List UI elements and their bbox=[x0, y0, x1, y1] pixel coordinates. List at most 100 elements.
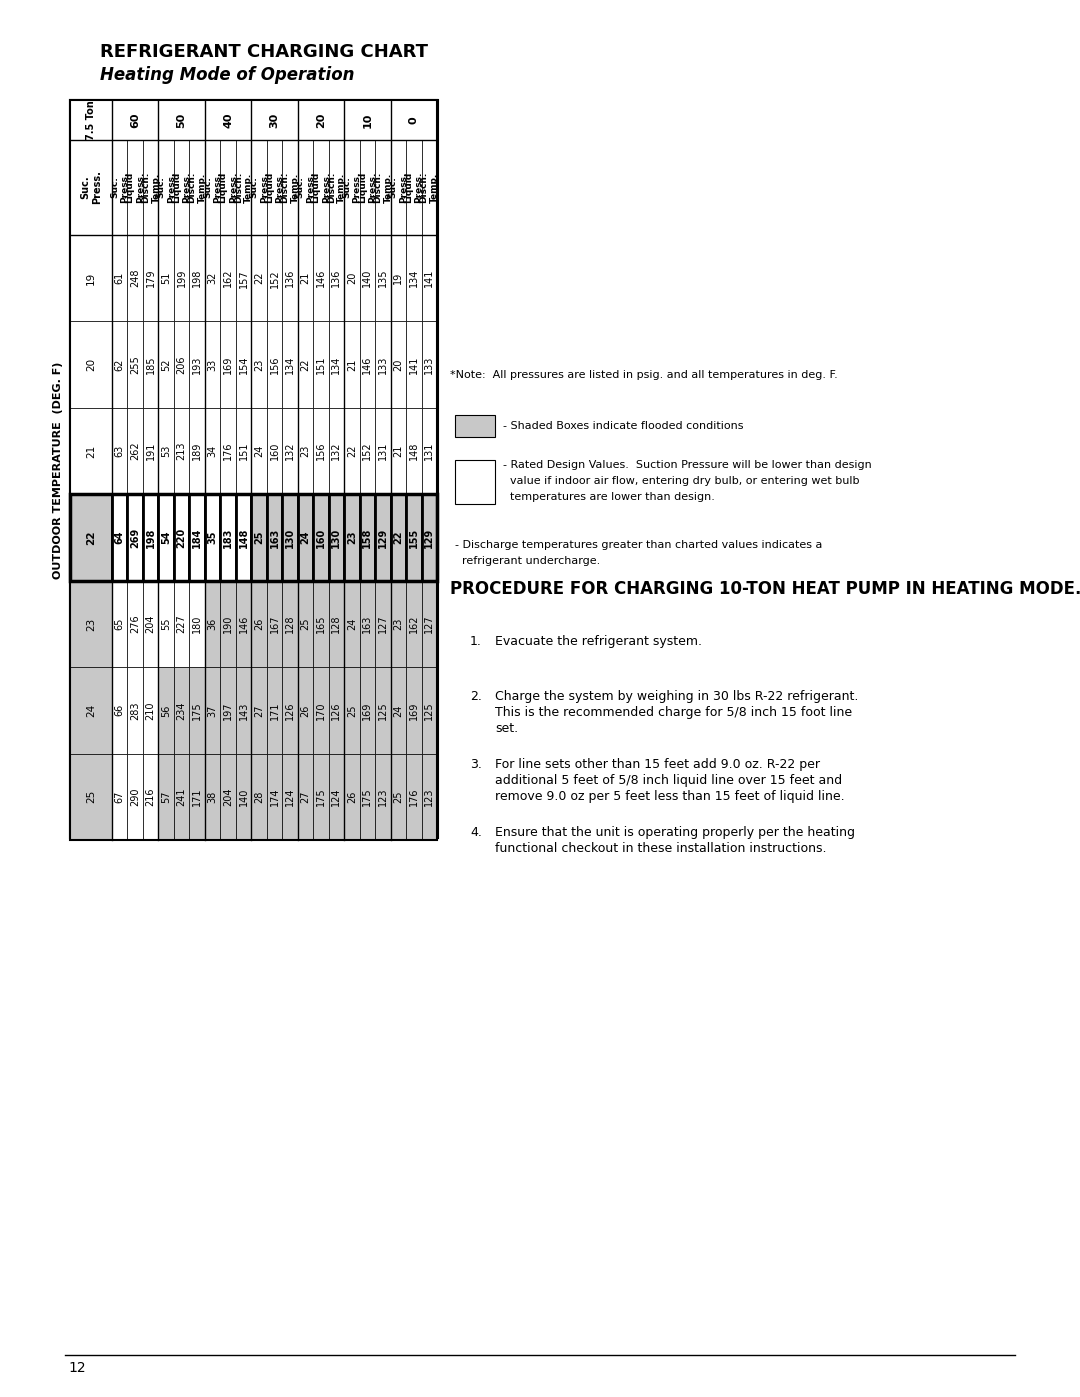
Text: 66: 66 bbox=[114, 704, 124, 717]
Text: 199: 199 bbox=[177, 270, 187, 288]
Text: 27: 27 bbox=[254, 704, 264, 717]
Bar bbox=[313, 495, 328, 581]
Bar bbox=[235, 235, 252, 321]
Bar bbox=[267, 321, 282, 408]
Bar bbox=[220, 668, 235, 753]
Text: 126: 126 bbox=[332, 701, 341, 719]
Text: 255: 255 bbox=[131, 355, 140, 374]
Text: 23: 23 bbox=[347, 531, 356, 545]
Bar bbox=[205, 101, 252, 140]
Bar bbox=[345, 408, 360, 495]
Text: 22: 22 bbox=[254, 272, 264, 285]
Text: 26: 26 bbox=[254, 617, 264, 630]
Text: additional 5 feet of 5/8 inch liquid line over 15 feet and: additional 5 feet of 5/8 inch liquid lin… bbox=[495, 774, 842, 787]
Bar bbox=[313, 753, 328, 840]
Text: 52: 52 bbox=[161, 359, 171, 370]
Text: 204: 204 bbox=[146, 615, 156, 633]
Text: 25: 25 bbox=[393, 791, 403, 803]
Bar bbox=[298, 581, 313, 668]
Bar bbox=[298, 235, 313, 321]
Bar bbox=[174, 753, 189, 840]
Text: 134: 134 bbox=[285, 355, 295, 374]
Bar bbox=[235, 581, 252, 668]
Text: 56: 56 bbox=[161, 704, 171, 717]
Bar bbox=[235, 753, 252, 840]
Bar bbox=[267, 140, 282, 235]
Text: Suc.
Press.: Suc. Press. bbox=[342, 172, 362, 203]
Bar bbox=[328, 321, 345, 408]
Text: 180: 180 bbox=[192, 615, 202, 633]
Text: 61: 61 bbox=[114, 272, 124, 285]
Bar bbox=[375, 321, 391, 408]
Text: 25: 25 bbox=[86, 791, 96, 803]
Bar bbox=[143, 408, 159, 495]
Text: 40: 40 bbox=[224, 112, 233, 127]
Text: 65: 65 bbox=[114, 617, 124, 630]
Bar bbox=[345, 101, 391, 140]
Text: 131: 131 bbox=[424, 441, 434, 460]
Text: 12: 12 bbox=[68, 1361, 85, 1375]
Bar bbox=[127, 140, 143, 235]
Text: 134: 134 bbox=[409, 270, 419, 288]
Text: 160: 160 bbox=[270, 441, 280, 460]
Text: 60: 60 bbox=[131, 112, 140, 127]
Bar bbox=[252, 495, 267, 581]
Bar bbox=[313, 321, 328, 408]
Bar bbox=[282, 668, 298, 753]
Bar bbox=[282, 753, 298, 840]
Bar bbox=[455, 415, 495, 437]
Bar bbox=[298, 753, 313, 840]
Text: 141: 141 bbox=[409, 355, 419, 374]
Bar bbox=[252, 668, 267, 753]
Bar bbox=[421, 495, 437, 581]
Bar bbox=[345, 668, 360, 753]
Text: 155: 155 bbox=[409, 528, 419, 548]
Bar bbox=[360, 321, 375, 408]
Text: 19: 19 bbox=[393, 272, 403, 285]
Text: Disch.
Temp.: Disch. Temp. bbox=[188, 172, 206, 203]
Text: Charge the system by weighing in 30 lbs R-22 refrigerant.: Charge the system by weighing in 30 lbs … bbox=[495, 690, 859, 703]
Bar bbox=[360, 408, 375, 495]
Text: 169: 169 bbox=[363, 701, 373, 719]
Text: 175: 175 bbox=[192, 701, 202, 719]
Text: 174: 174 bbox=[270, 788, 280, 806]
Bar bbox=[127, 668, 143, 753]
Text: Suc.
Press.: Suc. Press. bbox=[296, 172, 315, 203]
Bar bbox=[375, 408, 391, 495]
Text: Disch.
Temp.: Disch. Temp. bbox=[327, 172, 346, 203]
Bar bbox=[159, 581, 174, 668]
Text: 146: 146 bbox=[316, 270, 326, 288]
Bar bbox=[313, 235, 328, 321]
Bar bbox=[220, 408, 235, 495]
Bar bbox=[313, 140, 328, 235]
Text: 151: 151 bbox=[316, 355, 326, 374]
Bar bbox=[328, 495, 345, 581]
Bar bbox=[421, 581, 437, 668]
Text: Suc.
Press.: Suc. Press. bbox=[80, 170, 102, 204]
Bar bbox=[406, 140, 421, 235]
Text: Suc.
Press.: Suc. Press. bbox=[389, 172, 408, 203]
Text: 22: 22 bbox=[300, 359, 310, 370]
Text: 262: 262 bbox=[131, 441, 140, 461]
Text: 169: 169 bbox=[409, 701, 419, 719]
Bar bbox=[391, 753, 406, 840]
Bar bbox=[282, 235, 298, 321]
Text: 176: 176 bbox=[224, 441, 233, 461]
Bar bbox=[391, 668, 406, 753]
Bar bbox=[406, 753, 421, 840]
Bar bbox=[220, 321, 235, 408]
Text: 36: 36 bbox=[207, 617, 217, 630]
Text: 156: 156 bbox=[270, 355, 280, 374]
Text: 290: 290 bbox=[131, 788, 140, 806]
Text: 157: 157 bbox=[239, 268, 248, 288]
Bar bbox=[189, 581, 205, 668]
Text: 10: 10 bbox=[363, 112, 373, 127]
Text: 128: 128 bbox=[332, 615, 341, 633]
Bar bbox=[345, 140, 360, 235]
Text: 234: 234 bbox=[177, 701, 187, 719]
Text: 167: 167 bbox=[270, 615, 280, 633]
Text: 162: 162 bbox=[224, 270, 233, 288]
Bar bbox=[298, 495, 313, 581]
Bar bbox=[189, 408, 205, 495]
Text: 22: 22 bbox=[347, 444, 356, 457]
